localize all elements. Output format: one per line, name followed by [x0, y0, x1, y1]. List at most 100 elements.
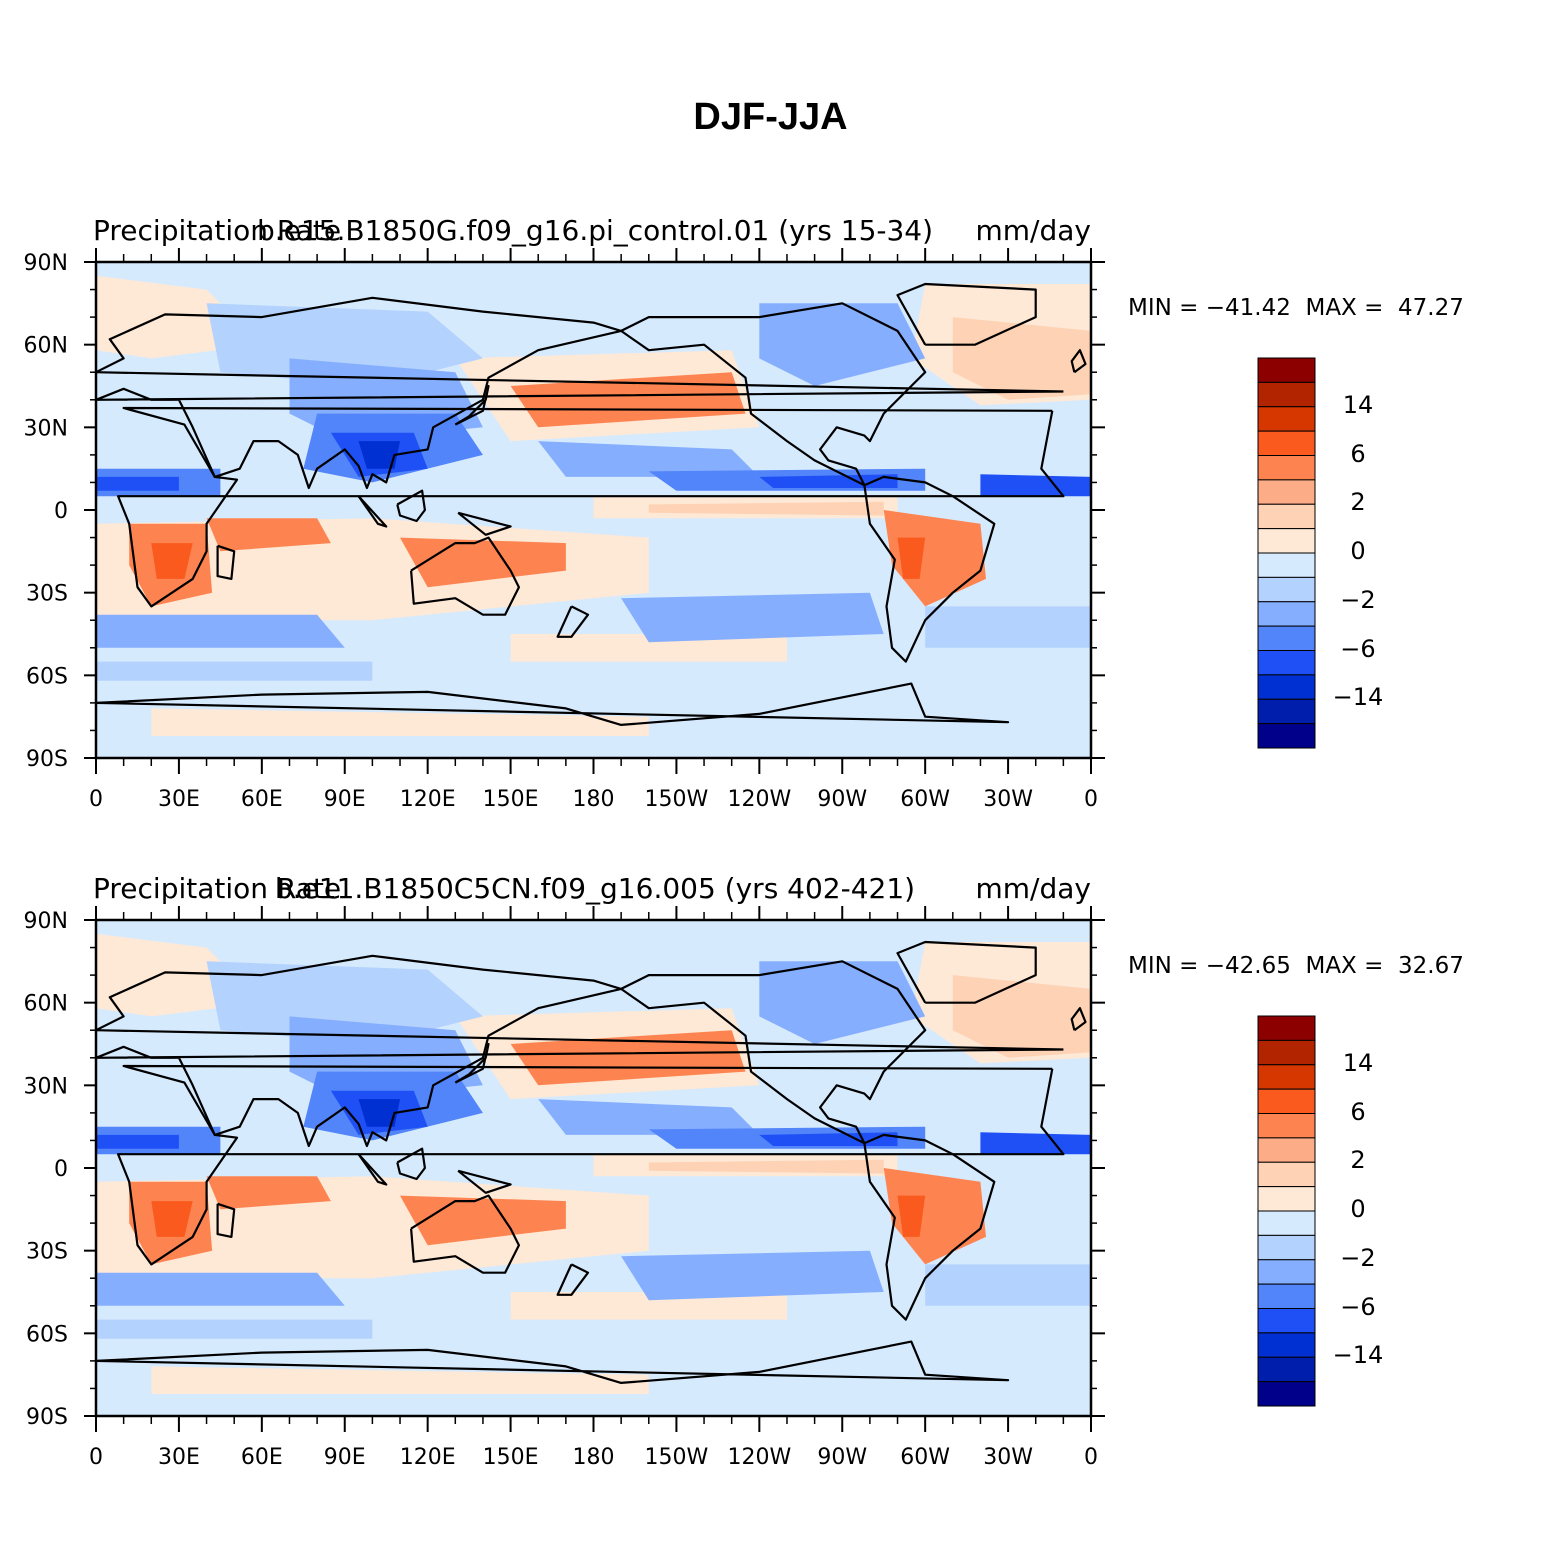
panel-1-colorbar-box-12 [1257, 650, 1316, 676]
panel-2-lon-label-12: 0 [1084, 1445, 1098, 1470]
panel-1-field-patch-10 [206, 518, 331, 552]
panel-2-field-patch-22 [96, 1134, 179, 1149]
panel-1-field-patch-28 [96, 614, 345, 648]
panel-2-colorbar-box-11 [1257, 1283, 1316, 1310]
panel-2-lon-label-8: 120W [727, 1445, 791, 1470]
panel-1-lon-label-2: 60E [241, 787, 283, 812]
panel-1-coastline-3 [863, 475, 996, 663]
panel-1-field-patch-6 [648, 501, 884, 516]
panel-1-colorbar-box-7 [1257, 528, 1316, 554]
panel-1-coastline-2 [620, 302, 927, 487]
panel-1-colorbar-label-5: −6 [1340, 634, 1376, 663]
panel-2-coastline-3 [863, 1133, 996, 1321]
panel-1-field-patch-16 [206, 303, 483, 386]
panel-2-coastline-6 [216, 1202, 236, 1238]
panel-1-coastline-8 [357, 495, 388, 528]
panel-2-coastline-1 [96, 954, 1064, 1148]
panel-1-lat-label-3: 0 [54, 499, 68, 524]
panel-2-colorbar-label-4: −2 [1340, 1243, 1376, 1272]
panel-1-coastline-13 [96, 682, 1010, 726]
panel-2-field-patch-15 [151, 1366, 649, 1394]
panel-1-field-patch-22 [96, 476, 179, 491]
panel-1-field-patch-4 [510, 372, 746, 428]
panel-1-field-patch-9 [151, 543, 193, 579]
panel-2-colorbar-box-0 [1257, 1015, 1316, 1041]
panel-2-coastline-11 [556, 1263, 590, 1296]
panel-2-colorbar-label-6: −14 [1332, 1341, 1384, 1370]
panel-2-colorbar-box-4 [1257, 1113, 1316, 1139]
panel-1-lat-label-2: 30N [24, 416, 68, 441]
panel-2-lon-label-3: 90E [324, 1445, 366, 1470]
panel-1-field-patch-12 [883, 510, 986, 607]
panel-2-center-label: b.e11.B1850C5CN.f09_g16.005 (yrs 402-421… [274, 872, 916, 905]
panel-1-field-patch-29 [621, 592, 884, 643]
panel-1-colorbar-box-6 [1257, 503, 1316, 530]
panel-1-lon-label-6: 180 [573, 787, 615, 812]
panel-2-coastline-13 [96, 1340, 1010, 1384]
panel-1-lon-label-1: 30E [158, 787, 200, 812]
panel-2-field-patch-6 [648, 1159, 884, 1174]
panel-2-colorbar-box-5 [1257, 1137, 1316, 1163]
panel-2-field-patch-29 [621, 1250, 884, 1301]
panel-2-field-patch-16 [206, 961, 483, 1044]
panel-2-field-patch-13 [897, 1195, 926, 1237]
panel-2-colorbar-box-14 [1257, 1356, 1316, 1383]
panel-1-colorbar-label-2: 2 [1350, 488, 1366, 517]
panel-2-coastline-8 [357, 1153, 388, 1186]
panel-1-lon-label-12: 0 [1084, 787, 1098, 812]
panel-1-colorbar-label-0: 14 [1342, 390, 1374, 419]
panel-2-colorbar-box-8 [1257, 1210, 1316, 1236]
panel-2-colorbar-box-2 [1257, 1064, 1316, 1090]
panel-1-lat-label-5: 60S [26, 664, 68, 689]
panel-1-colorbar-box-4 [1257, 455, 1316, 481]
panel-1-coastline-7 [396, 489, 426, 523]
panel-1-field-patch-15 [151, 708, 649, 736]
panel-2-colorbar-box-7 [1257, 1186, 1316, 1212]
panel-1-colorbar [1257, 357, 1316, 749]
panel-2-left-label: Precipitation Rate [93, 872, 342, 905]
panel-1-colorbar-box-5 [1257, 479, 1316, 505]
panel-2-lon-label-7: 150W [645, 1445, 709, 1470]
panel-1-lon-label-10: 60W [900, 787, 950, 812]
panel-1-map: 90N 60N 30N 0 30S 60S 90S 0 30E 60E 90E 120E 150E 180… [24, 248, 1105, 812]
panel-2-colorbar-box-10 [1257, 1259, 1316, 1285]
panel-1-lat-label-4: 30S [26, 582, 68, 607]
panel-2-colorbar-label-3: 0 [1350, 1195, 1366, 1223]
panel-1-coastline-0 [116, 406, 1065, 608]
panel-2-right-label: mm/day [975, 872, 1092, 905]
panel-2-lat-label-3: 0 [54, 1157, 68, 1182]
panel-1-right-label: mm/day [975, 214, 1092, 247]
panel-1-lon-label-0: 0 [89, 787, 103, 812]
panel-2-colorbar-label-2: 2 [1350, 1146, 1366, 1175]
panel-2-colorbar-box-13 [1257, 1332, 1316, 1358]
panel-2-field-patch-31 [96, 1319, 373, 1339]
panel-2-colorbar-label-1: 6 [1350, 1097, 1366, 1126]
panel-1-lon-label-3: 90E [324, 787, 366, 812]
panel-1-map-field [96, 275, 1091, 736]
panel-1-field-patch-20 [358, 441, 400, 469]
panel-2-lat-label-0: 90N [24, 909, 68, 934]
panel-1-lon-label-9: 90W [817, 787, 867, 812]
panel-2-colorbar-label-0: 14 [1342, 1048, 1374, 1077]
panel-1-colorbar-label-3: 0 [1350, 537, 1366, 565]
panel-1-lat-label-6: 90S [26, 747, 68, 772]
panel-1-coastline-10 [454, 384, 490, 426]
panel-2-coastline-9 [457, 1169, 512, 1194]
panel-1: Precipitation Rate b.e15.B1850G.f09_g16.… [0, 214, 1541, 902]
panel-1-field-patch-30 [925, 606, 1091, 648]
panel-1-colorbar-box-14 [1257, 698, 1316, 725]
panel-1-colorbar-box-13 [1257, 674, 1316, 700]
panel-2-field-patch-11 [400, 1195, 566, 1246]
panel-2-field-patch-10 [206, 1176, 331, 1210]
panel-1-colorbar-box-1 [1257, 381, 1316, 408]
panel-2-lon-label-11: 30W [983, 1445, 1033, 1470]
panel-2-lon-label-4: 120E [400, 1445, 456, 1470]
panel-2-coastline-7 [396, 1147, 426, 1181]
panel-2-lon-label-9: 90W [817, 1445, 867, 1470]
panel-2-coastline-5 [410, 1194, 521, 1274]
panel-2-field-patch-4 [510, 1030, 746, 1086]
panel-1-colorbar-label-1: 6 [1350, 439, 1366, 468]
panel-2-map-field [96, 933, 1091, 1394]
panel-2-field-patch-20 [358, 1099, 400, 1127]
panel-2-lon-label-10: 60W [900, 1445, 950, 1470]
